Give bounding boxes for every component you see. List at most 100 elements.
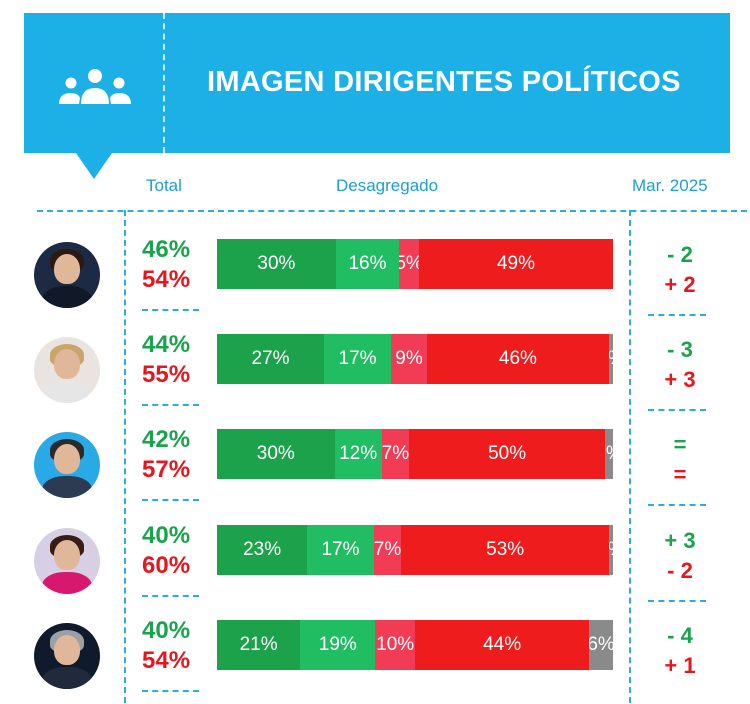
segment-label: 50% — [488, 443, 526, 465]
politician-row: 44%55% 27% 17% 9% 46% 1% - 3 + 3 — [0, 323, 750, 418]
photo-clothing — [42, 572, 92, 594]
negative-total: 60% — [142, 552, 204, 580]
segment-label: 49% — [497, 253, 535, 275]
bar-segment-negative: 7% — [382, 429, 409, 479]
politician-photo — [34, 242, 100, 308]
photo-face — [54, 254, 80, 284]
photo-face — [54, 635, 80, 665]
bar-segment-negative: 10% — [375, 620, 415, 670]
change-separator — [648, 600, 706, 602]
change-negative: = — [660, 462, 700, 488]
photo-face — [54, 349, 80, 379]
change-positive: - 2 — [660, 242, 700, 268]
page-title: IMAGEN DIRIGENTES POLÍTICOS — [207, 66, 681, 99]
total-separator — [142, 499, 199, 501]
bar-segment-unknown: 6% — [589, 620, 613, 670]
segment-label: 12% — [339, 443, 377, 465]
segment-label: 30% — [257, 443, 295, 465]
segment-label: 19% — [319, 634, 357, 656]
positive-total: 40% — [142, 522, 204, 550]
segment-label: 17% — [339, 348, 377, 370]
positive-total: 46% — [142, 236, 204, 264]
bar-segment-very-negative: 49% — [419, 239, 613, 289]
photo-clothing — [42, 381, 92, 403]
people-group-icon — [57, 68, 133, 108]
politician-row: 46%54%30%16%5%49%0%- 2+ 2 — [0, 228, 750, 323]
change-separator — [648, 314, 706, 316]
segment-label: 21% — [240, 634, 278, 656]
politician-photo — [34, 432, 100, 498]
segment-label: 6% — [589, 634, 613, 656]
change-positive: = — [660, 432, 700, 458]
stacked-bar: 30%16%5%49%0% — [217, 239, 613, 289]
politician-row: 40%60% 23% 17% 7% 53% 1% + 3 - 2 — [0, 514, 750, 609]
photo-clothing — [42, 476, 92, 498]
negative-total: 57% — [142, 456, 204, 484]
negative-total: 54% — [142, 266, 204, 294]
bar-segment-unknown: 1% — [609, 334, 613, 384]
bar-segment-very-negative: 50% — [409, 429, 605, 479]
bar-segment-unknown: 1% — [609, 525, 613, 575]
segment-label: 17% — [321, 539, 359, 561]
segment-label: 1% — [609, 539, 613, 561]
segment-label: 10% — [376, 634, 414, 656]
bar-segment-very-positive: 30% — [217, 429, 335, 479]
politician-row: 42%57% 30% 12%7% 50% 2% = = — [0, 418, 750, 513]
photo-clothing — [42, 667, 92, 689]
bar-segment-unknown: 2% — [605, 429, 613, 479]
total-separator — [142, 404, 199, 406]
segment-label: 7% — [374, 539, 401, 561]
total-separator — [142, 690, 199, 692]
bar-segment-negative: 7% — [374, 525, 401, 575]
segment-label: 23% — [243, 539, 281, 561]
segment-label: 53% — [486, 539, 524, 561]
change-positive: + 3 — [660, 528, 700, 554]
header-separator — [37, 210, 747, 212]
bar-segment-very-negative: 44% — [415, 620, 589, 670]
segment-label: 7% — [382, 443, 409, 465]
segment-label: 1% — [609, 348, 613, 370]
bar-segment-very-positive: 27% — [217, 334, 324, 384]
segment-label: 16% — [348, 253, 386, 275]
total-separator — [142, 595, 199, 597]
bar-segment-very-positive: 30% — [217, 239, 336, 289]
column-header-total: Total — [146, 176, 182, 196]
bar-segment-very-negative: 53% — [401, 525, 609, 575]
segment-label: 5% — [399, 253, 419, 275]
politician-photo — [34, 337, 100, 403]
bar-segment-positive: 19% — [300, 620, 375, 670]
bar-segment-positive: 12% — [335, 429, 382, 479]
negative-total: 54% — [142, 647, 204, 675]
bar-segment-positive: 17% — [324, 334, 391, 384]
change-separator — [648, 504, 706, 506]
negative-total: 55% — [142, 361, 204, 389]
change-positive: - 4 — [660, 623, 700, 649]
bar-segment-very-negative: 46% — [427, 334, 609, 384]
stacked-bar: 27% 17% 9% 46% 1% — [217, 334, 613, 384]
segment-label: 46% — [499, 348, 537, 370]
total-separator — [142, 309, 199, 311]
change-negative: + 3 — [660, 367, 700, 393]
bar-segment-very-positive: 21% — [217, 620, 300, 670]
photo-clothing — [42, 286, 92, 308]
change-negative: + 1 — [660, 653, 700, 679]
photo-face — [54, 540, 80, 570]
stacked-bar: 21% 19% 10% 44% 6% — [217, 620, 613, 670]
positive-total: 42% — [142, 426, 204, 454]
politician-photo — [34, 528, 100, 594]
politician-photo — [34, 623, 100, 689]
positive-total: 40% — [142, 617, 204, 645]
change-positive: - 3 — [660, 337, 700, 363]
segment-label: 44% — [483, 634, 521, 656]
header-pointer — [76, 153, 112, 179]
segment-label: 2% — [605, 443, 613, 465]
positive-total: 44% — [142, 331, 204, 359]
change-negative: - 2 — [660, 558, 700, 584]
bar-segment-very-positive: 23% — [217, 525, 307, 575]
bar-segment-negative: 9% — [391, 334, 427, 384]
bar-segment-negative: 5% — [399, 239, 419, 289]
column-header-breakdown: Desagregado — [336, 176, 438, 196]
header-divider — [163, 13, 165, 153]
segment-label: 27% — [251, 348, 289, 370]
segment-label: 30% — [257, 253, 295, 275]
